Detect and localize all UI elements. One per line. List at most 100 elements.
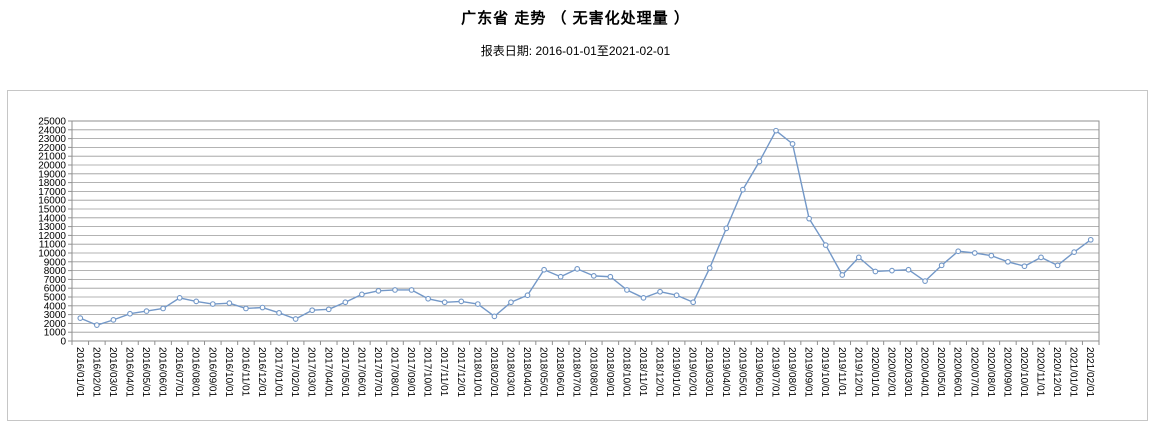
svg-text:2018/12/01: 2018/12/01 [654, 347, 665, 397]
svg-text:17000: 17000 [38, 187, 66, 198]
data-point-marker [1021, 263, 1028, 270]
svg-text:2020/06/01: 2020/06/01 [952, 347, 963, 397]
data-point-marker [1087, 236, 1094, 243]
svg-text:2019/09/01: 2019/09/01 [803, 347, 814, 397]
svg-text:23000: 23000 [38, 134, 66, 145]
data-point-marker [143, 308, 150, 314]
data-point-marker [756, 158, 763, 165]
svg-text:2016/08/01: 2016/08/01 [190, 347, 201, 397]
data-point-marker [706, 265, 713, 271]
svg-text:2018/02/01: 2018/02/01 [488, 347, 499, 397]
data-point-marker [474, 301, 481, 307]
svg-text:2019/02/01: 2019/02/01 [687, 347, 698, 397]
data-point-marker [408, 287, 415, 293]
data-point-marker [839, 272, 846, 278]
data-point-marker [938, 262, 945, 269]
svg-text:2017/05/01: 2017/05/01 [339, 347, 350, 397]
data-point-marker [160, 305, 166, 312]
svg-text:2018/10/01: 2018/10/01 [620, 347, 631, 397]
svg-text:22000: 22000 [38, 143, 66, 154]
chart-container: 0 1000 2000 3000 4000 5000 6000 7000 8000 9000 100… [7, 90, 1148, 421]
data-point-marker [93, 322, 100, 329]
svg-text:2016/11/01: 2016/11/01 [239, 347, 250, 397]
data-point-marker [657, 288, 663, 295]
svg-text:2020/01/01: 2020/01/01 [869, 347, 880, 397]
svg-text:3000: 3000 [44, 310, 67, 321]
data-point-marker [375, 287, 382, 294]
svg-text:2018/09/01: 2018/09/01 [604, 347, 615, 397]
data-point-marker [491, 313, 498, 320]
data-point-marker [193, 298, 200, 305]
svg-text:2019/03/01: 2019/03/01 [703, 347, 714, 397]
data-point-marker [292, 316, 299, 322]
data-point-marker [789, 141, 796, 147]
svg-text:2017/02/01: 2017/02/01 [289, 347, 300, 397]
data-point-marker [541, 266, 547, 273]
svg-text:11000: 11000 [39, 240, 67, 251]
svg-text:2017/04/01: 2017/04/01 [322, 347, 333, 397]
data-point-marker [1005, 258, 1011, 265]
data-point-marker [673, 292, 680, 299]
svg-text:2017/07/01: 2017/07/01 [372, 347, 383, 397]
svg-text:2017/12/01: 2017/12/01 [455, 347, 466, 397]
data-point-marker [855, 254, 862, 261]
data-point-marker [590, 273, 597, 279]
svg-text:7000: 7000 [44, 275, 67, 286]
svg-text:2019/01/01: 2019/01/01 [670, 347, 681, 397]
data-point-marker [110, 317, 117, 323]
data-point-marker [309, 307, 316, 314]
data-point-marker [640, 295, 647, 301]
data-point-marker [922, 278, 928, 285]
svg-text:2019/10/01: 2019/10/01 [819, 347, 830, 397]
svg-text:24000: 24000 [38, 125, 66, 136]
data-point-marker [441, 299, 448, 306]
svg-text:2020/04/01: 2020/04/01 [919, 347, 930, 397]
svg-text:12000: 12000 [38, 231, 66, 242]
data-point-marker [624, 287, 630, 293]
data-point-marker [971, 250, 978, 256]
svg-text:2020/03/01: 2020/03/01 [902, 347, 913, 397]
data-point-marker [872, 268, 879, 275]
svg-text:2018/07/01: 2018/07/01 [571, 347, 582, 397]
svg-text:2017/10/01: 2017/10/01 [422, 347, 433, 397]
data-point-marker [325, 306, 332, 313]
data-point-marker [1038, 254, 1044, 261]
svg-text:2016/06/01: 2016/06/01 [157, 347, 168, 397]
svg-text:2016/02/01: 2016/02/01 [90, 347, 101, 397]
svg-text:2018/03/01: 2018/03/01 [504, 347, 515, 397]
svg-text:15000: 15000 [38, 205, 66, 216]
svg-text:2018/06/01: 2018/06/01 [554, 347, 565, 397]
svg-text:0: 0 [60, 337, 66, 348]
data-point-marker [806, 215, 812, 222]
data-point-marker [773, 127, 779, 134]
data-point-marker [508, 299, 514, 306]
svg-text:2016/05/01: 2016/05/01 [140, 347, 151, 397]
data-point-marker [77, 315, 84, 321]
svg-text:2017/03/01: 2017/03/01 [306, 347, 317, 397]
svg-text:2016/07/01: 2016/07/01 [173, 347, 184, 397]
svg-text:2017/01/01: 2017/01/01 [273, 347, 284, 397]
svg-text:2017/11/01: 2017/11/01 [438, 347, 449, 397]
y-axis-labels: 0100020003000400050006000700080009000100… [38, 117, 72, 348]
svg-text:2019/04/01: 2019/04/01 [720, 347, 731, 397]
series-line [80, 129, 1092, 326]
svg-text:2017/06/01: 2017/06/01 [355, 347, 366, 397]
svg-text:2019/12/01: 2019/12/01 [852, 347, 863, 397]
svg-text:2020/07/01: 2020/07/01 [968, 347, 979, 397]
data-point-marker [574, 265, 581, 272]
data-point-marker [392, 287, 398, 293]
svg-text:9000: 9000 [44, 257, 67, 268]
svg-text:2019/06/01: 2019/06/01 [753, 347, 764, 397]
svg-text:2018/05/01: 2018/05/01 [538, 347, 549, 397]
svg-text:2017/08/01: 2017/08/01 [389, 347, 400, 397]
x-axis-labels: 2016/01/01 2016/02/01 2016/03/01 2016/04/01… [74, 347, 1095, 397]
svg-text:14000: 14000 [38, 213, 66, 224]
svg-text:19000: 19000 [38, 169, 66, 180]
x-axis-ticks [71, 341, 1100, 345]
data-point-marker [607, 273, 614, 280]
svg-text:21000: 21000 [38, 152, 66, 163]
svg-text:2020/05/01: 2020/05/01 [935, 347, 946, 397]
svg-text:2020/08/01: 2020/08/01 [985, 347, 996, 397]
svg-text:2019/08/01: 2019/08/01 [786, 347, 797, 397]
svg-text:2019/11/01: 2019/11/01 [836, 347, 847, 397]
